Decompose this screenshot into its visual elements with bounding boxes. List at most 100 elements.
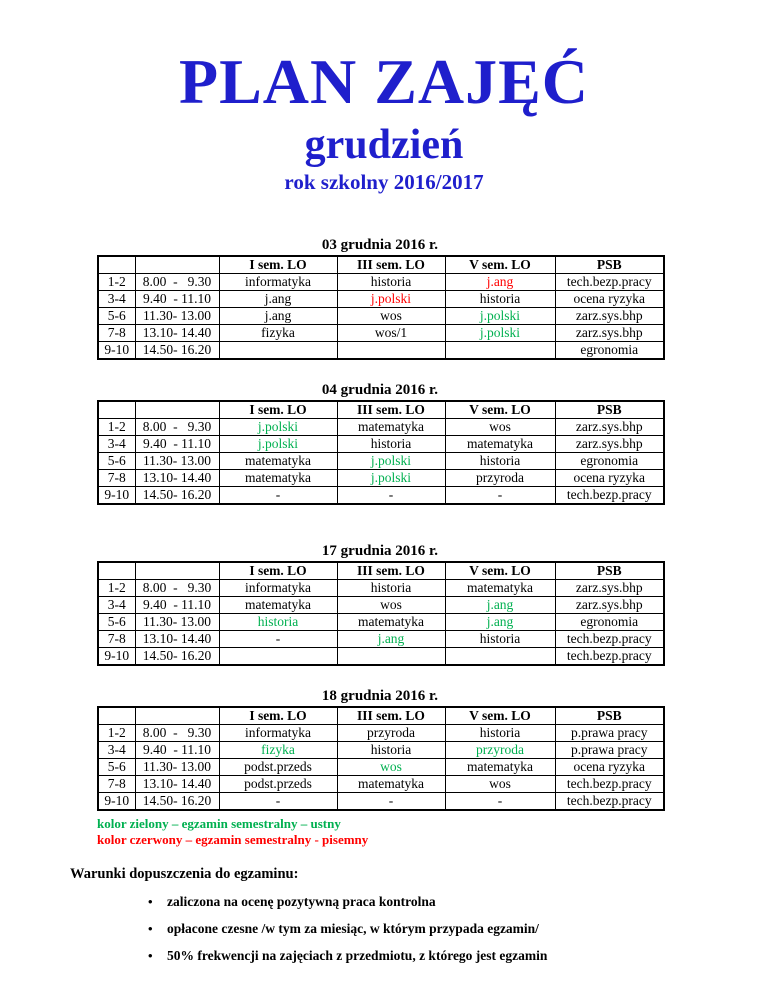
period-cell: 1-2: [97, 724, 136, 743]
subject-cell: p.prawa pracy: [554, 724, 665, 743]
subject-cell: matematyka: [444, 435, 556, 454]
subject-cell: j.polski: [218, 435, 338, 454]
condition-item: • zaliczona na ocenę pozytywną praca kon…: [148, 894, 768, 910]
table-row: 3-4 9.40 - 11.10 j.polski historia matematyk…: [97, 435, 665, 454]
time-cell: 9.40 - 11.10: [134, 290, 220, 309]
subject-cell: ocena ryzyka: [554, 469, 665, 488]
time-cell: 9.40 - 11.10: [134, 435, 220, 454]
time-cell: 9.40 - 11.10: [134, 596, 220, 615]
column-header: [134, 706, 220, 726]
table-row: 5-6 11.30- 13.00 matematyka j.polski histori…: [97, 452, 665, 471]
subject-cell: podst.przeds: [218, 758, 338, 777]
subject-cell: j.ang: [444, 596, 556, 615]
subject-cell: historia: [336, 273, 446, 292]
column-header: I sem. LO: [218, 561, 338, 581]
period-cell: 3-4: [97, 596, 136, 615]
subject-cell: historia: [444, 452, 556, 471]
subject-cell: zarz.sys.bhp: [554, 418, 665, 437]
header-row: I sem. LO III sem. LO V sem. LO PSB: [97, 561, 665, 581]
time-cell: 14.50- 16.20: [134, 792, 220, 811]
period-cell: 3-4: [97, 741, 136, 760]
column-header: I sem. LO: [218, 706, 338, 726]
subject-cell: informatyka: [218, 579, 338, 598]
time-cell: 14.50- 16.20: [134, 486, 220, 505]
period-cell: 7-8: [97, 324, 136, 343]
period-cell: 3-4: [97, 290, 136, 309]
subject-cell: historia: [336, 435, 446, 454]
subject-cell: przyroda: [444, 741, 556, 760]
period-cell: 9-10: [97, 341, 136, 360]
subject-cell: [336, 647, 446, 666]
condition-text: zaliczona na ocenę pozytywną praca kontr…: [167, 894, 436, 910]
subject-cell: j.polski: [444, 324, 556, 343]
subject-cell: historia: [218, 613, 338, 632]
subject-cell: j.polski: [336, 452, 446, 471]
subject-cell: ocena ryzyka: [554, 758, 665, 777]
subject-cell: [336, 341, 446, 360]
schedule-section: 04 grudnia 2016 r. I sem. LO III sem. LO V …: [97, 382, 665, 506]
time-cell: 11.30- 13.00: [134, 613, 220, 632]
subject-cell: egronomia: [554, 341, 665, 360]
table-row: 3-4 9.40 - 11.10 fizyka historia przyroda p.p…: [97, 741, 665, 760]
subject-cell: przyroda: [336, 724, 446, 743]
subject-cell: zarz.sys.bhp: [554, 579, 665, 598]
school-year-label: rok szkolny 2016/2017: [284, 169, 484, 194]
subject-cell: wos: [336, 307, 446, 326]
conditions-list: • zaliczona na ocenę pozytywną praca kon…: [148, 894, 768, 964]
table-row: 7-8 13.10- 14.40- j.ang historia tech.bezp.p…: [97, 630, 665, 649]
subject-cell: p.prawa pracy: [554, 741, 665, 760]
period-cell: 7-8: [97, 630, 136, 649]
period-cell: 5-6: [97, 452, 136, 471]
period-cell: 5-6: [97, 613, 136, 632]
subject-cell: -: [336, 792, 446, 811]
subject-cell: fizyka: [218, 741, 338, 760]
subject-cell: tech.bezp.pracy: [554, 486, 665, 505]
time-cell: 13.10- 14.40: [134, 324, 220, 343]
table-row: 9-10 14.50- 16.20- - - tech.bezp.pracy: [97, 792, 665, 811]
column-header: [97, 400, 136, 420]
table-date-title: 18 grudnia 2016 r.: [321, 688, 439, 705]
subject-cell: historia: [444, 724, 556, 743]
subject-cell: tech.bezp.pracy: [554, 775, 665, 794]
table-row: 9-10 14.50- 16.20 egronomia: [97, 341, 665, 360]
subject-cell: -: [444, 486, 556, 505]
condition-item: • 50% frekwencji na zajęciach z przedmio…: [148, 948, 768, 964]
time-cell: 8.00 - 9.30: [134, 579, 220, 598]
subject-cell: [444, 341, 556, 360]
subject-cell: j.polski: [336, 290, 446, 309]
column-header: V sem. LO: [444, 706, 556, 726]
subject-cell: wos/1: [336, 324, 446, 343]
subject-cell: tech.bezp.pracy: [554, 273, 665, 292]
time-cell: 8.00 - 9.30: [134, 724, 220, 743]
subject-cell: j.ang: [444, 613, 556, 632]
column-header: I sem. LO: [218, 255, 338, 275]
condition-text: 50% frekwencji na zajęciach z przedmiotu…: [167, 948, 548, 964]
table-row: 5-6 11.30- 13.00 historia matematyka j.ang eg…: [97, 613, 665, 632]
subject-cell: zarz.sys.bhp: [554, 324, 665, 343]
time-cell: 8.00 - 9.30: [134, 418, 220, 437]
table-row: 7-8 13.10- 14.40 matematyka j.polski przyrod…: [97, 469, 665, 488]
bullet-icon: •: [148, 894, 153, 910]
column-header: [97, 706, 136, 726]
subject-cell: informatyka: [218, 273, 338, 292]
subject-cell: matematyka: [218, 596, 338, 615]
subject-cell: wos: [444, 418, 556, 437]
subject-cell: historia: [336, 579, 446, 598]
subject-cell: wos: [336, 758, 446, 777]
table-date-title: 04 grudnia 2016 r.: [321, 382, 439, 399]
subject-cell: j.polski: [336, 469, 446, 488]
period-cell: 9-10: [97, 486, 136, 505]
table-row: 1-2 8.00 - 9.30 informatyka przyroda histori…: [97, 724, 665, 743]
subject-cell: matematyka: [218, 469, 338, 488]
subject-cell: informatyka: [218, 724, 338, 743]
subject-cell: tech.bezp.pracy: [554, 630, 665, 649]
subject-cell: -: [218, 792, 338, 811]
subject-cell: matematyka: [444, 579, 556, 598]
subject-cell: -: [444, 792, 556, 811]
page-title: PLAN ZAJĘĆ: [178, 46, 590, 117]
period-cell: 3-4: [97, 435, 136, 454]
table-row: 9-10 14.50- 16.20 tech.bezp.pracy: [97, 647, 665, 666]
subject-cell: wos: [336, 596, 446, 615]
conditions-heading: Warunki dopuszczenia do egzaminu:: [70, 866, 299, 883]
subject-cell: zarz.sys.bhp: [554, 596, 665, 615]
